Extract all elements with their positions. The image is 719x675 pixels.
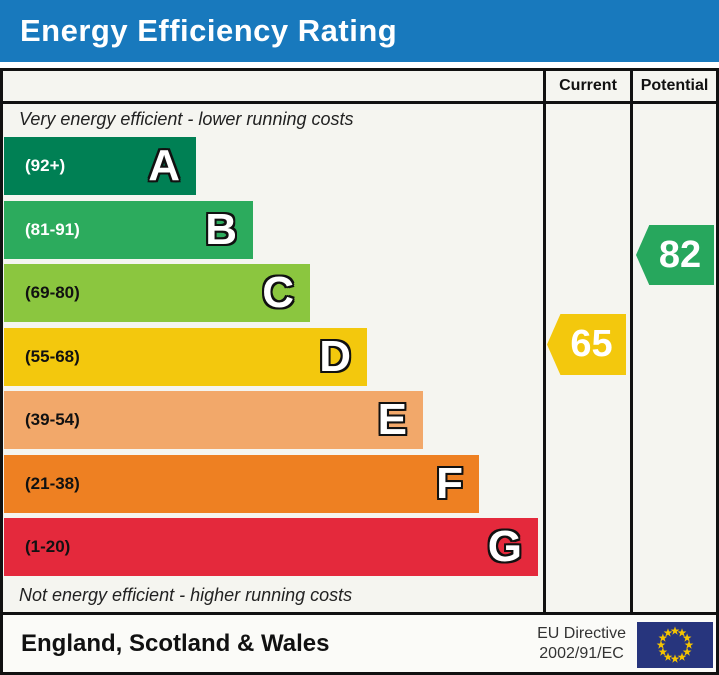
potential-column-header: Potential (640, 77, 709, 94)
eu-directive-label: EU Directive 2002/91/EC (537, 624, 626, 664)
band-row: (55-68) D (4, 328, 367, 386)
eu-directive-line2: 2002/91/EC (539, 644, 624, 662)
eu-directive-line1: EU Directive (537, 624, 626, 642)
current-rating-indicator: 65 (547, 314, 626, 375)
potential-rating-value: 82 (658, 233, 702, 276)
band-range-label: (39-54) (25, 410, 80, 429)
page-title: Energy Efficiency Rating (20, 13, 398, 48)
band-range-label: (55-68) (25, 347, 80, 366)
band-range-label: (1-20) (25, 537, 71, 556)
band-letter: B (205, 205, 237, 254)
band-range-label: (92+) (25, 156, 66, 175)
footer-bar: England, Scotland & Wales EU Directive 2… (0, 615, 719, 675)
band-row: (92+) A (4, 137, 196, 195)
band-row: (39-54) E (4, 391, 423, 449)
band-row: (69-80) C (4, 264, 310, 322)
band-range-label: (21-38) (25, 474, 80, 493)
band-row: (81-91) B (4, 201, 253, 259)
top-note: Very energy efficient - lower running co… (19, 109, 354, 129)
band-range-label: (69-80) (25, 283, 80, 302)
current-rating-value: 65 (570, 323, 613, 365)
title-bar: Energy Efficiency Rating (0, 0, 719, 62)
band-row: (1-20) G (4, 518, 538, 576)
band-letter: F (436, 459, 463, 508)
band-row: (21-38) F (4, 455, 479, 513)
bottom-note: Not energy efficient - higher running co… (19, 585, 353, 605)
eu-flag-icon (637, 622, 713, 668)
region-label: England, Scotland & Wales (21, 629, 330, 657)
band-letter: D (319, 332, 351, 381)
potential-rating-indicator: 82 (636, 225, 714, 285)
energy-rating-chart: Current Potential Very energy efficient … (0, 68, 719, 615)
current-column-divider (543, 71, 546, 612)
column-header-row: Current Potential (3, 71, 716, 104)
band-letter: C (262, 268, 294, 317)
band-letter: G (487, 522, 522, 571)
current-column-header: Current (559, 77, 617, 94)
band-range-label: (81-91) (25, 220, 80, 239)
band-letter: E (377, 395, 407, 444)
potential-column-divider (630, 71, 633, 612)
band-letter: A (148, 141, 180, 190)
